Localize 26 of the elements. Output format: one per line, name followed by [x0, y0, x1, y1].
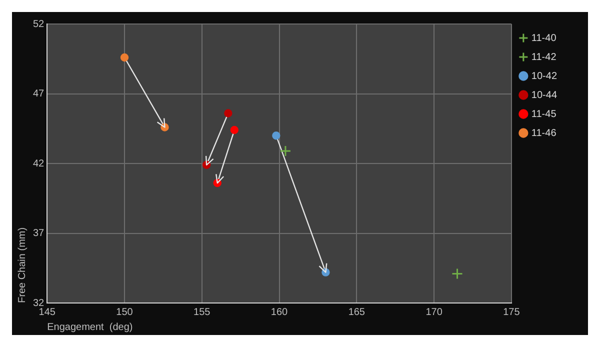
x-tick-label: 160: [270, 306, 288, 318]
point: [224, 109, 232, 118]
x-tick-label: 165: [348, 306, 366, 318]
y-tick-label: 52: [33, 18, 45, 30]
y-axis-title: Free Chain (mm): [16, 227, 28, 303]
y-tick-label: 32: [33, 298, 45, 309]
point: [452, 268, 464, 280]
x-tick-label: 170: [426, 306, 443, 318]
point: [280, 145, 292, 157]
x-tick-label: 150: [116, 306, 134, 318]
point: [272, 132, 280, 140]
y-tick-label: 42: [33, 158, 45, 170]
legend-label: 11-42: [531, 52, 557, 63]
point: [230, 126, 238, 134]
legend-label: 10-44: [531, 90, 558, 101]
y-tick-label: 47: [33, 88, 45, 100]
point: [120, 53, 129, 62]
y-tick-label: 37: [33, 228, 45, 239]
x-tick-label: 155: [194, 306, 211, 318]
legend-label: 11-46: [531, 128, 557, 139]
legend-label: 10-42: [531, 70, 558, 82]
x-tick-label: 175: [503, 306, 520, 318]
legend-label: 11-45: [531, 108, 557, 120]
x-tick-label: 145: [38, 306, 56, 318]
legend-label: 11-40: [531, 32, 557, 44]
x-axis-title: Engagement (deg): [47, 322, 133, 333]
